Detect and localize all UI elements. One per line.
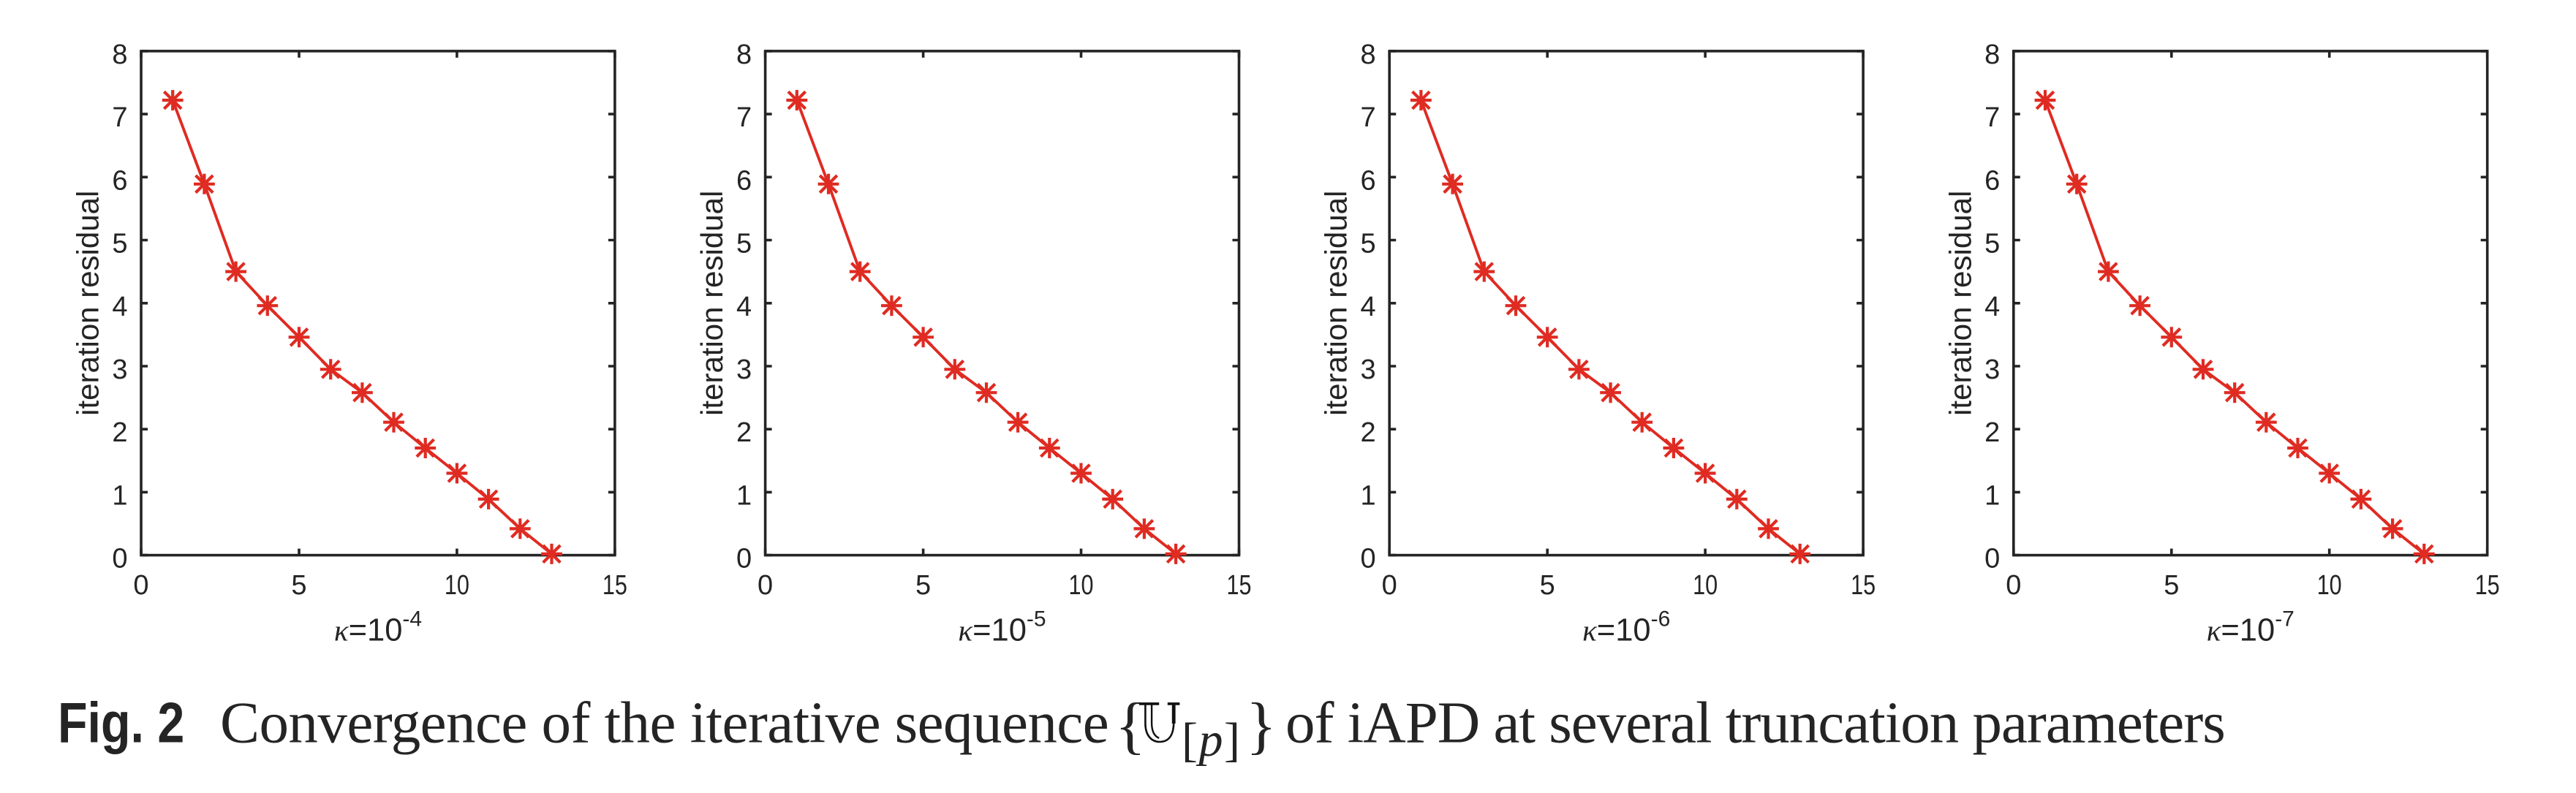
svg-text:15: 15	[2475, 570, 2500, 601]
svg-text:}: }	[1246, 690, 1277, 761]
svg-text:iteration residual: iteration residual	[1943, 191, 1977, 416]
svg-text:8: 8	[1984, 39, 2000, 70]
svg-text:0: 0	[112, 544, 127, 574]
svg-text:5: 5	[1540, 570, 1555, 601]
svg-text:0: 0	[736, 544, 752, 574]
svg-text:κ=10-5: κ=10-5	[958, 607, 1046, 648]
svg-text:iteration residual: iteration residual	[1319, 191, 1353, 416]
svg-text:1: 1	[1984, 480, 2000, 511]
svg-text:of iAPD at several truncation: of iAPD at several truncation parameters	[1285, 690, 2225, 756]
svg-text:0: 0	[1382, 570, 1397, 601]
svg-text:κ=10-6: κ=10-6	[1582, 607, 1670, 648]
svg-text:10: 10	[1693, 570, 1718, 601]
svg-text:15: 15	[603, 570, 627, 601]
svg-text:5: 5	[2164, 570, 2179, 601]
svg-text:10: 10	[445, 570, 469, 601]
svg-text:κ=10-7: κ=10-7	[2207, 607, 2294, 648]
svg-text:6: 6	[736, 165, 752, 196]
svg-text:4: 4	[736, 292, 752, 322]
svg-text:8: 8	[1361, 39, 1376, 70]
svg-text:10: 10	[1069, 570, 1094, 601]
svg-text:2: 2	[736, 417, 752, 448]
svg-text:0: 0	[2006, 570, 2021, 601]
svg-text:[p]: [p]	[1182, 713, 1241, 767]
svg-text:0: 0	[133, 570, 148, 601]
svg-text:3: 3	[112, 354, 127, 385]
svg-text:iteration residual: iteration residual	[695, 191, 729, 416]
svg-text:0: 0	[1984, 544, 2000, 574]
svg-text:3: 3	[1984, 354, 2000, 385]
svg-text:4: 4	[112, 292, 127, 322]
svg-text:4: 4	[1984, 292, 2000, 322]
svg-text:2: 2	[1984, 417, 2000, 448]
svg-text:5: 5	[915, 570, 931, 601]
svg-text:10: 10	[2317, 570, 2342, 601]
svg-text:5: 5	[291, 570, 306, 601]
svg-text:8: 8	[736, 39, 752, 70]
svg-text:7: 7	[1361, 102, 1376, 133]
svg-text:8: 8	[112, 39, 127, 70]
svg-text:3: 3	[736, 354, 752, 385]
svg-text:6: 6	[1984, 165, 2000, 196]
svg-text:0: 0	[758, 570, 773, 601]
svg-text:6: 6	[112, 165, 127, 196]
svg-text:1: 1	[736, 480, 752, 511]
svg-text:iteration residual: iteration residual	[71, 191, 105, 416]
svg-text:7: 7	[1984, 102, 2000, 133]
svg-text:5: 5	[112, 229, 127, 259]
svg-text:4: 4	[1361, 292, 1376, 322]
svg-text:15: 15	[1227, 570, 1252, 601]
svg-text:7: 7	[736, 102, 752, 133]
svg-text:5: 5	[736, 229, 752, 259]
svg-text:2: 2	[1361, 417, 1376, 448]
svg-text:7: 7	[112, 102, 127, 133]
svg-text:Fig. 2: Fig. 2	[58, 691, 184, 754]
svg-text:1: 1	[1361, 480, 1376, 511]
svg-text:15: 15	[1851, 570, 1876, 601]
svg-text:6: 6	[1361, 165, 1376, 196]
svg-text:5: 5	[1361, 229, 1376, 259]
svg-text:5: 5	[1984, 229, 2000, 259]
svg-text:1: 1	[112, 480, 127, 511]
svg-text:0: 0	[1361, 544, 1376, 574]
svg-text:{: {	[1115, 690, 1146, 761]
svg-text:κ=10-4: κ=10-4	[334, 607, 422, 648]
svg-text:Convergence of the iterative s: Convergence of the iterative sequence	[220, 690, 1108, 756]
svg-text:3: 3	[1361, 354, 1376, 385]
svg-text:2: 2	[112, 417, 127, 448]
